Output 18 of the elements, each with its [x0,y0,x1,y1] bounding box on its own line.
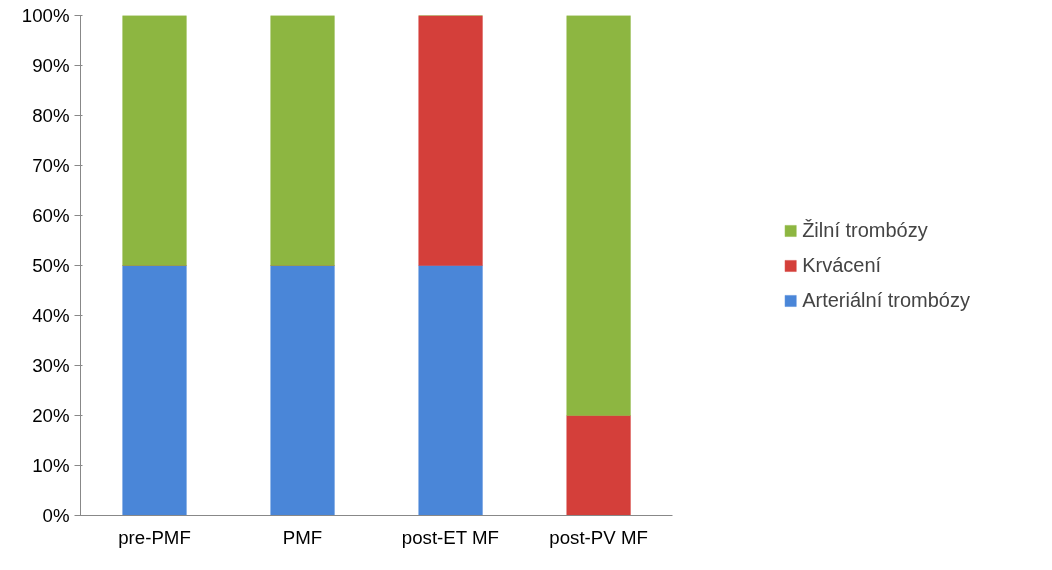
y-tick-label: 60% [32,205,70,226]
legend-label: Krvácení [802,253,882,277]
x-tick-label: post-PV MF [549,526,648,548]
y-tick-label: 80% [32,105,70,126]
y-tick-label: 0% [42,505,70,526]
x-tick-label: pre-PMF [118,526,191,548]
y-tick-label: 20% [32,405,70,426]
legend-label: Žilní trombózy [802,218,928,242]
y-tick-label: 40% [32,305,70,326]
y-tick-label: 90% [32,55,70,76]
x-tick-label: post-ET MF [401,526,499,548]
y-tick-label: 10% [32,455,70,476]
y-tick-label: 30% [32,355,70,376]
legend-label: Arteriální trombózy [802,288,970,312]
y-tick-label: 70% [32,155,70,176]
x-tick-label: PMF [282,526,323,548]
y-tick-label: 100% [21,5,70,26]
y-tick-label: 50% [32,255,70,276]
